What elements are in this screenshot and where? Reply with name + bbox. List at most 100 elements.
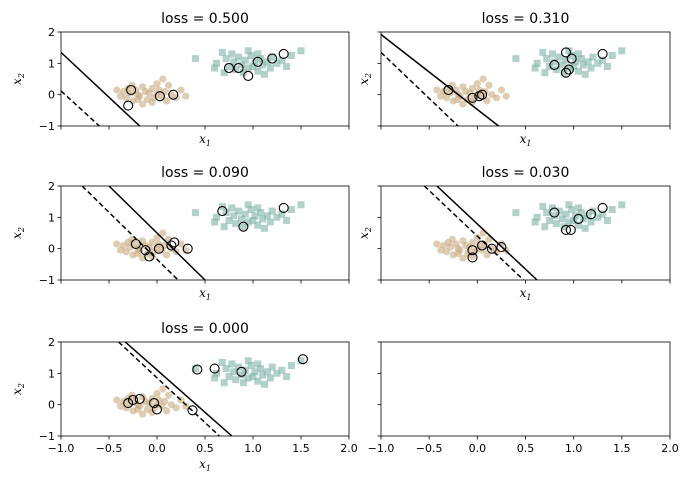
- class0-point: [437, 246, 445, 254]
- class1-point: [562, 210, 570, 218]
- decision-line: [108, 186, 206, 280]
- class1-point: [220, 223, 228, 231]
- class1-point: [247, 362, 255, 369]
- class1-point: [254, 50, 262, 58]
- class1-point: [587, 218, 595, 226]
- class1-point: [549, 50, 556, 58]
- support-point: [566, 53, 577, 64]
- class0-point: [148, 238, 156, 246]
- support-point: [565, 224, 576, 235]
- class1-point: [283, 373, 291, 380]
- class1-point: [266, 218, 274, 226]
- support-point: [169, 237, 180, 248]
- support-point: [563, 64, 574, 75]
- support-point: [474, 91, 485, 102]
- y-axis-label-text: x2: [10, 383, 26, 395]
- class1-point: [268, 363, 276, 371]
- class1-point: [266, 374, 274, 382]
- decision-line: [436, 186, 538, 280]
- support-point: [187, 405, 198, 416]
- class1-point: [261, 380, 268, 388]
- class0-point: [148, 84, 156, 92]
- class1-point: [251, 212, 259, 220]
- axes-frame: [60, 185, 350, 281]
- class1-point: [273, 213, 281, 221]
- class1-point: [261, 70, 268, 78]
- class0-point: [116, 402, 125, 410]
- x-tick-label: 1.0: [565, 442, 583, 455]
- x-axis-label-sub: 1: [206, 139, 211, 148]
- y-tick-label: 1: [48, 57, 55, 70]
- class0-point: [134, 405, 142, 413]
- support-point: [477, 240, 488, 251]
- class1-point: [599, 210, 607, 218]
- class1-point: [259, 61, 267, 69]
- class1-point: [238, 215, 245, 223]
- class1-point: [263, 212, 271, 220]
- support-point: [209, 363, 220, 374]
- class0-point: [163, 97, 171, 105]
- class1-point: [565, 64, 573, 72]
- class1-point: [220, 69, 228, 77]
- plot-content: [113, 342, 308, 436]
- class0-point: [116, 246, 125, 254]
- y-tick-label: 0: [48, 243, 55, 256]
- plot-content: [61, 47, 305, 126]
- x-tick-label: 1.5: [613, 442, 631, 455]
- class1-point: [608, 206, 616, 213]
- class1-point: [228, 50, 236, 58]
- support-point: [223, 62, 235, 74]
- support-point: [149, 398, 160, 409]
- axes-frame: [60, 31, 350, 127]
- y-axis-label-sub: 2: [17, 383, 26, 389]
- subplot-title: loss = 0.500: [161, 11, 249, 27]
- class1-point: [575, 204, 582, 212]
- x-axis-label-sub: 1: [526, 139, 531, 148]
- class1-point: [244, 218, 252, 226]
- class0-point: [153, 80, 161, 88]
- class0-point: [454, 95, 462, 103]
- x-axis-label-sub: 1: [206, 464, 211, 473]
- support-point: [486, 243, 497, 254]
- x-tick-label: 1.0: [244, 442, 262, 455]
- support-point: [130, 238, 141, 250]
- class1-point: [531, 218, 539, 226]
- class0-point: [163, 407, 171, 415]
- class0-point: [113, 240, 121, 248]
- support-point: [597, 48, 608, 59]
- class1-point: [533, 213, 541, 221]
- class1-point: [222, 55, 230, 63]
- y-axis-label-sub: 2: [364, 73, 373, 79]
- class0-point: [182, 402, 190, 410]
- class1-point: [244, 357, 252, 365]
- class1-point: [512, 55, 520, 63]
- class1-point: [268, 53, 276, 61]
- y-axis-label: x2: [10, 227, 26, 239]
- y-tick-label: 1: [48, 367, 55, 380]
- y-tick-label: −1: [39, 120, 55, 133]
- class1-point: [230, 368, 238, 376]
- class1-point: [558, 61, 566, 69]
- support-point: [243, 70, 254, 81]
- class0-point: [433, 240, 441, 248]
- support-point: [217, 206, 228, 217]
- class1-point: [603, 217, 611, 224]
- support-point: [252, 56, 263, 67]
- class1-point: [546, 217, 554, 224]
- class1-point: [543, 209, 551, 217]
- class1-point: [228, 204, 236, 212]
- class1-point: [599, 56, 607, 64]
- class1-point: [239, 69, 247, 77]
- class1-point: [259, 215, 267, 223]
- y-axis-label-text: x2: [357, 227, 373, 239]
- y-axis-label-sub: 2: [364, 227, 373, 233]
- class1-point: [211, 218, 219, 226]
- class1-point: [603, 63, 611, 70]
- class1-point: [568, 52, 576, 59]
- x-tick-label: −0.5: [416, 442, 443, 455]
- class1-point: [287, 362, 295, 369]
- class1-point: [533, 59, 541, 67]
